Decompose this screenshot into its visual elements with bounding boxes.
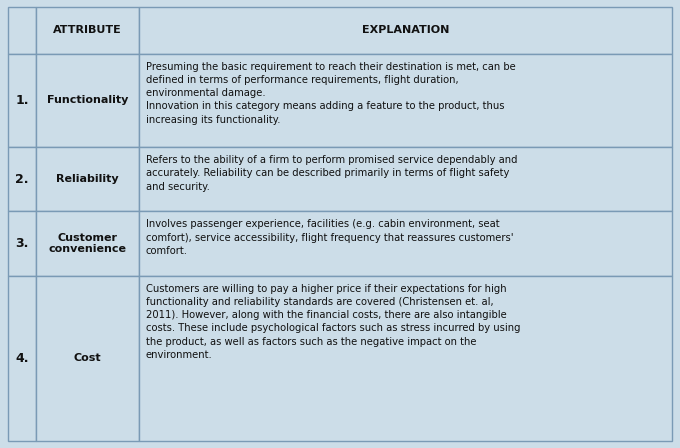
Text: Presuming the basic requirement to reach their destination is met, can be
define: Presuming the basic requirement to reach…: [146, 62, 515, 125]
Text: EXPLANATION: EXPLANATION: [362, 25, 449, 35]
Bar: [8, 147, 36, 211]
Bar: [36, 54, 139, 147]
Text: Functionality: Functionality: [47, 95, 128, 105]
Bar: [36, 147, 139, 211]
Text: Involves passenger experience, facilities (e.g. cabin environment, seat
comfort): Involves passenger experience, facilitie…: [146, 220, 513, 256]
Text: Refers to the ability of a firm to perform promised service dependably and
accur: Refers to the ability of a firm to perfo…: [146, 155, 517, 192]
Text: 2.: 2.: [16, 173, 29, 186]
Text: Customer
convenience: Customer convenience: [48, 233, 126, 254]
Text: 3.: 3.: [16, 237, 29, 250]
Bar: [36, 7, 139, 54]
Text: 4.: 4.: [16, 352, 29, 365]
Bar: [8, 276, 36, 441]
Text: ATTRIBUTE: ATTRIBUTE: [53, 25, 122, 35]
Bar: [139, 276, 672, 441]
Bar: [8, 211, 36, 276]
Bar: [139, 54, 672, 147]
Text: Cost: Cost: [73, 353, 101, 363]
Bar: [8, 7, 36, 54]
Text: Customers are willing to pay a higher price if their expectations for high
funct: Customers are willing to pay a higher pr…: [146, 284, 520, 360]
Bar: [139, 211, 672, 276]
Bar: [36, 211, 139, 276]
Bar: [139, 147, 672, 211]
Bar: [8, 54, 36, 147]
Text: Reliability: Reliability: [56, 174, 119, 184]
Bar: [139, 7, 672, 54]
Bar: [36, 276, 139, 441]
Text: 1.: 1.: [16, 94, 29, 107]
